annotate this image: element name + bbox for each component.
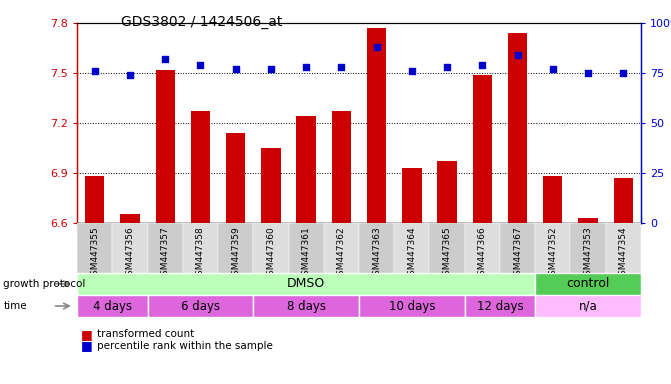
Text: GSM447352: GSM447352 bbox=[548, 227, 557, 281]
Point bbox=[266, 66, 276, 72]
Text: ■: ■ bbox=[81, 328, 93, 341]
Bar bbox=[218, 223, 253, 273]
Text: GDS3802 / 1424506_at: GDS3802 / 1424506_at bbox=[121, 15, 282, 29]
Bar bbox=[113, 223, 148, 273]
Bar bbox=[543, 176, 562, 223]
Bar bbox=[535, 273, 641, 295]
Bar bbox=[464, 295, 535, 317]
Point bbox=[512, 52, 523, 58]
Text: GSM447362: GSM447362 bbox=[337, 227, 346, 281]
Point bbox=[160, 56, 170, 62]
Bar bbox=[77, 223, 113, 273]
Text: DMSO: DMSO bbox=[287, 277, 325, 290]
Bar bbox=[367, 28, 386, 223]
Point bbox=[442, 64, 452, 70]
Text: GSM447354: GSM447354 bbox=[619, 227, 627, 281]
Text: growth protocol: growth protocol bbox=[3, 279, 86, 289]
Bar bbox=[148, 223, 183, 273]
Text: GSM447363: GSM447363 bbox=[372, 227, 381, 281]
Bar bbox=[156, 70, 175, 223]
Text: 6 days: 6 days bbox=[181, 300, 220, 313]
Bar bbox=[323, 223, 359, 273]
Bar bbox=[359, 295, 464, 317]
Text: 8 days: 8 days bbox=[287, 300, 325, 313]
Text: GSM447357: GSM447357 bbox=[161, 227, 170, 281]
Bar bbox=[402, 168, 421, 223]
Bar bbox=[289, 223, 323, 273]
Bar bbox=[77, 273, 535, 295]
Bar bbox=[500, 223, 535, 273]
Text: GSM447365: GSM447365 bbox=[443, 227, 452, 281]
Text: GSM447360: GSM447360 bbox=[266, 227, 275, 281]
Point bbox=[125, 72, 136, 78]
Point bbox=[618, 70, 629, 76]
Bar bbox=[605, 223, 641, 273]
Bar bbox=[508, 33, 527, 223]
Bar bbox=[578, 218, 598, 223]
Bar bbox=[254, 223, 289, 273]
Text: GSM447355: GSM447355 bbox=[91, 227, 99, 281]
Point bbox=[407, 68, 417, 74]
Bar bbox=[535, 295, 641, 317]
Bar bbox=[77, 295, 148, 317]
Point bbox=[89, 68, 100, 74]
Text: GSM447359: GSM447359 bbox=[231, 227, 240, 281]
Text: GSM447356: GSM447356 bbox=[125, 227, 134, 281]
Point bbox=[336, 64, 347, 70]
Bar bbox=[570, 223, 605, 273]
Point bbox=[195, 62, 206, 68]
Text: n/a: n/a bbox=[578, 300, 597, 313]
Bar bbox=[472, 74, 492, 223]
Bar bbox=[297, 116, 316, 223]
Point bbox=[582, 70, 593, 76]
Bar bbox=[261, 148, 280, 223]
Bar bbox=[254, 295, 359, 317]
Bar bbox=[148, 295, 254, 317]
Bar bbox=[359, 223, 395, 273]
Bar bbox=[120, 214, 140, 223]
Point bbox=[230, 66, 241, 72]
Bar bbox=[429, 223, 464, 273]
Bar bbox=[85, 176, 105, 223]
Bar bbox=[226, 133, 246, 223]
Bar bbox=[191, 111, 210, 223]
Text: GSM447361: GSM447361 bbox=[302, 227, 311, 281]
Bar bbox=[183, 223, 218, 273]
Point bbox=[548, 66, 558, 72]
Text: ■: ■ bbox=[81, 339, 93, 353]
Text: 4 days: 4 days bbox=[93, 300, 132, 313]
Bar bbox=[394, 223, 429, 273]
Text: 12 days: 12 days bbox=[476, 300, 523, 313]
Bar bbox=[535, 223, 570, 273]
Text: time: time bbox=[3, 301, 27, 311]
Bar bbox=[464, 223, 500, 273]
Point bbox=[477, 62, 488, 68]
Text: GSM447364: GSM447364 bbox=[407, 227, 416, 281]
Text: GSM447367: GSM447367 bbox=[513, 227, 522, 281]
Text: GSM447366: GSM447366 bbox=[478, 227, 486, 281]
Text: 10 days: 10 days bbox=[389, 300, 435, 313]
Bar bbox=[613, 178, 633, 223]
Text: percentile rank within the sample: percentile rank within the sample bbox=[97, 341, 273, 351]
Text: control: control bbox=[566, 277, 610, 290]
Point bbox=[301, 64, 311, 70]
Point bbox=[371, 44, 382, 50]
Text: GSM447353: GSM447353 bbox=[584, 227, 592, 281]
Bar bbox=[331, 111, 351, 223]
Text: GSM447358: GSM447358 bbox=[196, 227, 205, 281]
Bar bbox=[437, 161, 457, 223]
Text: transformed count: transformed count bbox=[97, 329, 195, 339]
